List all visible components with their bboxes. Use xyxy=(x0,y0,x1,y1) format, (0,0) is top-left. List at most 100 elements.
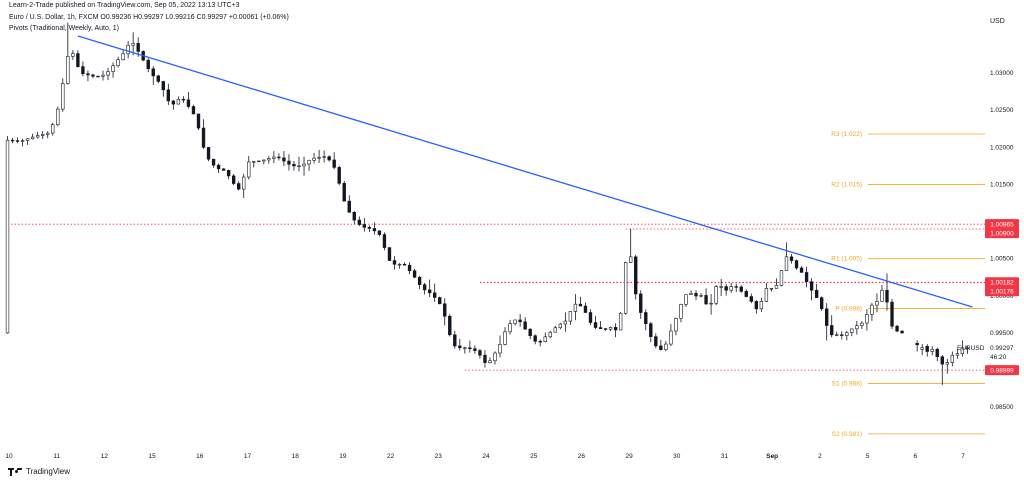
candle-body xyxy=(563,320,568,325)
candle-body xyxy=(503,331,507,345)
candle-body xyxy=(739,286,743,292)
trendline-segment xyxy=(77,35,973,308)
candle-body xyxy=(56,108,60,125)
candle-body xyxy=(689,293,693,296)
candle-body xyxy=(257,160,261,163)
candle-body xyxy=(814,289,819,298)
candle-body xyxy=(488,360,492,363)
pivot-label: R2 (1.015) xyxy=(831,181,862,188)
price-tick-label: 1.02500 xyxy=(990,107,1014,114)
level-tag xyxy=(985,219,1019,230)
candle-body xyxy=(880,289,884,302)
candle-body xyxy=(578,303,583,307)
candle-body xyxy=(568,311,573,322)
candle-body xyxy=(779,270,784,286)
time-tick-label: 12 xyxy=(101,453,109,460)
time-tick-label: 24 xyxy=(482,453,490,460)
candle-body xyxy=(724,286,728,291)
level-tag-label: 1.00900 xyxy=(990,230,1014,237)
candle-body xyxy=(211,158,216,166)
candle-body xyxy=(744,291,748,297)
candle-body xyxy=(86,73,90,76)
candle-body xyxy=(473,348,477,351)
candlesticks xyxy=(5,22,970,385)
candle-body xyxy=(960,347,965,355)
candle-body xyxy=(649,323,653,337)
time-tick-label: 6 xyxy=(913,453,917,460)
time-axis: 10 11 12 15 16 17 18 19 22 23 24 25 26 29 30 31 Sep 2 5 6 7 xyxy=(5,453,965,460)
price-tick-label: 1.02000 xyxy=(990,144,1014,151)
candle-body xyxy=(181,98,186,101)
candle-body xyxy=(30,136,35,140)
candle-body xyxy=(679,304,683,319)
pivot-label: S1 (0.988) xyxy=(832,380,862,387)
candle-body xyxy=(201,127,206,148)
time-tick-label: 16 xyxy=(196,453,204,460)
candle-body xyxy=(769,288,774,290)
candle-body xyxy=(116,59,120,66)
indicator-line[interactable]: Pivots (Traditional, Weekly, Auto, 1) xyxy=(9,25,119,32)
candle-body xyxy=(81,66,85,75)
candle-body xyxy=(206,147,211,160)
candle-body xyxy=(231,175,236,184)
published-line: Learn-2-Trade published on TradingView.c… xyxy=(9,2,240,9)
current-price-label: 0.99297 xyxy=(990,345,1014,352)
candle-body xyxy=(799,267,804,273)
candle-body xyxy=(895,325,899,332)
time-tick-label: 11 xyxy=(53,453,60,460)
candle-body xyxy=(191,106,196,115)
candle-body xyxy=(533,335,537,342)
candle-body xyxy=(900,330,904,334)
symbol-line: Euro / U.S. Dollar, 1h, FXCM O0.99236 H0… xyxy=(9,14,289,21)
tradingview-brand[interactable]: TradingView xyxy=(8,467,70,476)
candle-body xyxy=(925,345,929,352)
candle-body xyxy=(372,228,377,232)
candle-body xyxy=(558,323,563,329)
candle-body xyxy=(61,83,65,110)
candle-body xyxy=(397,263,402,266)
candle-body xyxy=(659,345,663,350)
candle-body xyxy=(41,134,45,136)
candle-body xyxy=(644,312,648,324)
candle-body xyxy=(830,325,834,336)
candle-body xyxy=(402,263,407,266)
candle-body xyxy=(734,286,738,288)
price-tick-label: 1.00000 xyxy=(990,293,1014,300)
candle-body xyxy=(51,124,55,134)
level-tag-label: 1.00182 xyxy=(990,280,1014,287)
candle-body xyxy=(443,303,447,317)
candle-body xyxy=(684,294,688,305)
price-tick-label: 1.01500 xyxy=(990,181,1014,188)
candle-body xyxy=(598,327,603,329)
candle-body xyxy=(915,343,919,346)
candle-body xyxy=(699,295,703,297)
level-tag xyxy=(985,228,1019,239)
candle-body xyxy=(623,262,628,314)
time-tick-label: 2 xyxy=(818,453,822,460)
candle-body xyxy=(377,230,382,235)
candle-body xyxy=(166,89,171,102)
candle-body xyxy=(131,43,135,46)
candle-body xyxy=(216,164,221,170)
candle-body xyxy=(639,293,643,313)
price-tick-label: 0.98500 xyxy=(990,404,1014,411)
candle-body xyxy=(15,140,20,142)
time-tick-label: 18 xyxy=(292,453,300,460)
candle-body xyxy=(292,163,296,167)
candle-body xyxy=(674,318,678,332)
candle-body xyxy=(91,74,95,77)
candle-body xyxy=(583,305,588,313)
candle-body xyxy=(327,156,331,161)
candle-body xyxy=(548,331,552,338)
time-tick-label: 30 xyxy=(673,453,681,460)
candle-body xyxy=(111,65,115,72)
candle-body xyxy=(694,293,698,297)
candle-body xyxy=(920,347,924,350)
candle-body xyxy=(96,75,100,78)
time-tick-label: 29 xyxy=(625,453,633,460)
time-tick-label: 25 xyxy=(530,453,538,460)
candle-body xyxy=(46,132,50,135)
candle-body xyxy=(825,308,829,326)
candle-body xyxy=(845,332,849,336)
